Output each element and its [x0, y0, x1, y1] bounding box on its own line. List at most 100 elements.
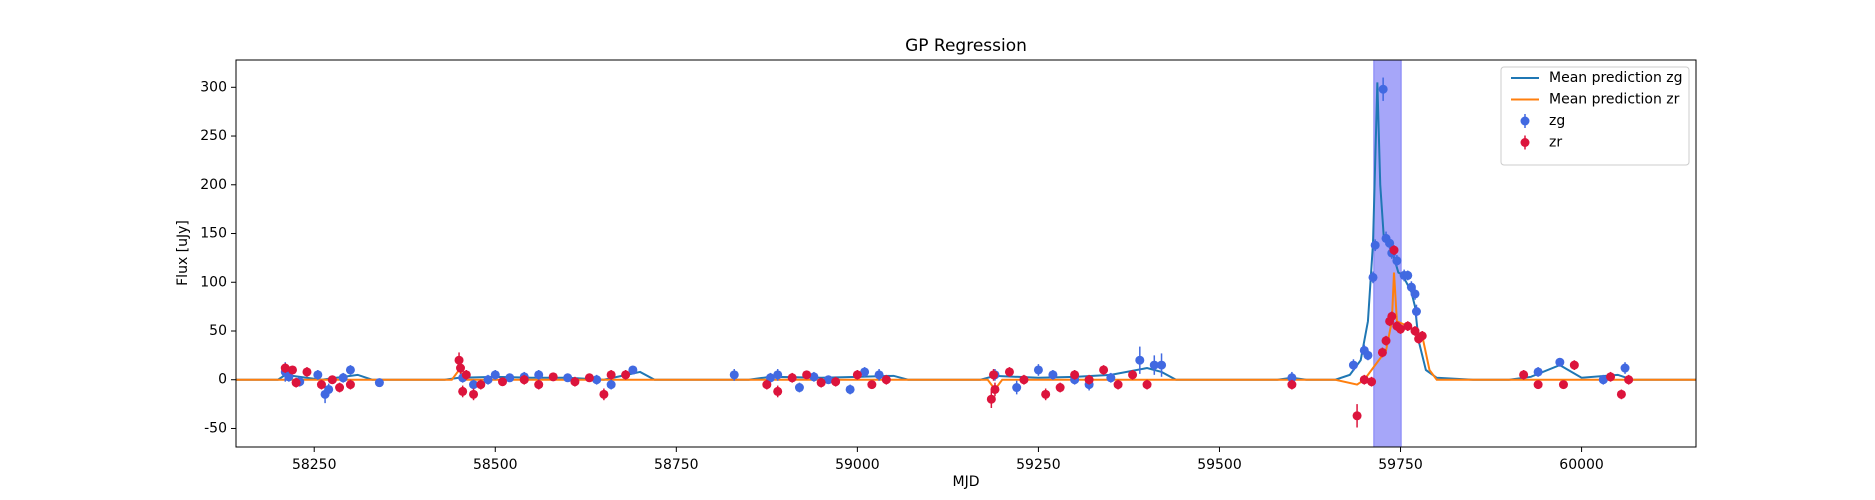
data-point	[490, 370, 500, 380]
data-point	[548, 372, 558, 382]
data-point	[563, 373, 573, 383]
data-point	[1616, 389, 1626, 399]
data-point	[1381, 336, 1391, 346]
x-tick-label: 59750	[1378, 457, 1423, 473]
data-point	[1135, 355, 1145, 365]
data-point	[1055, 383, 1065, 393]
axes-frame	[235, 59, 1697, 448]
data-point	[860, 367, 870, 377]
data-point	[287, 365, 297, 375]
x-tick-label: 59000	[835, 457, 880, 473]
data-point	[1385, 238, 1395, 248]
data-point	[458, 386, 468, 396]
data-point	[1048, 370, 1058, 380]
data-point	[773, 370, 783, 380]
data-point	[1142, 380, 1152, 390]
data-point	[324, 384, 334, 394]
data-point	[1352, 411, 1362, 421]
legend-label: zg	[1549, 113, 1565, 129]
plot-area	[236, 60, 1696, 447]
data-point	[1149, 360, 1159, 370]
y-tick-label: 150	[200, 226, 227, 242]
data-point	[1533, 367, 1543, 377]
y-tick-label: 100	[200, 274, 227, 290]
legend-label: Mean prediction zg	[1549, 70, 1683, 86]
legend-marker	[1520, 116, 1530, 126]
data-point	[345, 380, 355, 390]
data-point	[1363, 350, 1373, 360]
data-point	[1519, 370, 1529, 380]
data-point	[1624, 375, 1634, 385]
data-point	[313, 370, 323, 380]
data-point	[809, 372, 819, 382]
y-tick-label: 300	[200, 79, 227, 95]
data-point	[519, 375, 529, 385]
data-point	[621, 370, 631, 380]
data-point	[456, 363, 466, 373]
legend-label: Mean prediction zr	[1549, 92, 1680, 108]
x-tick-label: 60000	[1559, 457, 1604, 473]
data-point	[1392, 256, 1402, 266]
data-point	[874, 370, 884, 380]
data-point	[1377, 347, 1387, 357]
data-point	[1004, 367, 1014, 377]
x-tick-label: 58250	[292, 457, 337, 473]
data-point	[327, 375, 337, 385]
x-tick-label: 59250	[1016, 457, 1061, 473]
data-point	[1368, 272, 1378, 282]
data-point	[1359, 375, 1369, 385]
data-point	[483, 375, 493, 385]
data-point	[461, 370, 471, 380]
data-point	[284, 372, 294, 382]
data-point	[1598, 375, 1608, 385]
data-point	[852, 370, 862, 380]
data-point	[534, 380, 544, 390]
data-point	[787, 373, 797, 383]
data-point	[1558, 380, 1568, 390]
y-tick-label: 200	[200, 177, 227, 193]
data-point	[1041, 389, 1051, 399]
data-point	[1396, 324, 1406, 334]
data-point	[280, 363, 290, 373]
legend-box	[1500, 66, 1690, 166]
data-point	[316, 380, 326, 390]
data-point	[606, 370, 616, 380]
data-point	[1378, 84, 1388, 94]
data-point	[1370, 240, 1380, 250]
data-point	[1348, 360, 1358, 370]
data-point	[1389, 245, 1399, 255]
data-point	[989, 370, 999, 380]
data-point	[990, 384, 1000, 394]
data-point	[469, 380, 479, 390]
data-point	[773, 386, 783, 396]
y-tick-label: 0	[218, 372, 227, 388]
x-tick-label: 58500	[473, 457, 518, 473]
x-axis-label: MJD	[953, 474, 980, 490]
x-tick-label: 59500	[1197, 457, 1242, 473]
data-point	[1099, 365, 1109, 375]
data-point	[1033, 365, 1043, 375]
data-point	[345, 365, 355, 375]
data-point	[1620, 363, 1630, 373]
data-point	[1084, 375, 1094, 385]
data-point	[1417, 331, 1427, 341]
data-point	[584, 373, 594, 383]
data-point	[1606, 372, 1616, 382]
data-point	[1569, 360, 1579, 370]
x-tick-label: 58750	[654, 457, 699, 473]
data-point	[802, 370, 812, 380]
data-point	[1410, 326, 1420, 336]
data-point	[335, 383, 345, 393]
data-point	[765, 373, 775, 383]
data-point	[592, 375, 602, 385]
data-point	[1012, 383, 1022, 393]
legend-marker	[1520, 138, 1530, 147]
data-point	[762, 380, 772, 390]
data-point	[867, 380, 877, 390]
data-point	[1157, 360, 1167, 370]
data-point	[823, 375, 833, 385]
data-point	[454, 355, 464, 365]
data-point	[1410, 289, 1420, 299]
y-tick-label: 50	[209, 323, 227, 339]
